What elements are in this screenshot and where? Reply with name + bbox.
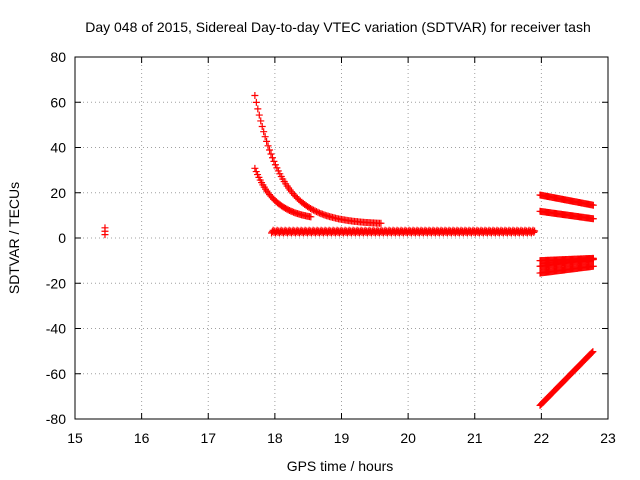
data-series bbox=[536, 191, 597, 209]
data-series bbox=[536, 207, 597, 223]
y-tick-label: -20 bbox=[46, 275, 66, 291]
data-points bbox=[101, 91, 597, 409]
axis-ticks: 15 16 17 18 19 20 21 22 23 -80 -60 -40 -20 0 20 40 60 80 bbox=[46, 49, 616, 446]
y-tick-label: -60 bbox=[46, 366, 66, 382]
data-point bbox=[257, 117, 265, 125]
data-point bbox=[589, 215, 597, 223]
data-point bbox=[252, 168, 260, 176]
data-point bbox=[531, 227, 539, 235]
data-series bbox=[536, 262, 597, 277]
data-point bbox=[268, 154, 276, 162]
data-series bbox=[536, 255, 597, 270]
data-point bbox=[271, 161, 279, 169]
data-point bbox=[377, 219, 385, 227]
x-axis-label: GPS time / hours bbox=[287, 458, 394, 474]
data-point bbox=[264, 142, 272, 150]
data-point bbox=[267, 150, 275, 158]
x-tick-label: 20 bbox=[400, 430, 416, 446]
y-tick-label: 60 bbox=[50, 94, 66, 110]
data-point bbox=[588, 348, 596, 356]
data-series bbox=[101, 224, 109, 239]
data-point bbox=[258, 122, 266, 130]
x-tick-label: 18 bbox=[267, 430, 283, 446]
data-point bbox=[589, 262, 597, 270]
data-point bbox=[251, 91, 259, 99]
data-point bbox=[307, 213, 315, 221]
data-point bbox=[252, 98, 260, 106]
data-point bbox=[251, 164, 259, 172]
x-tick-label: 15 bbox=[67, 430, 83, 446]
data-series bbox=[268, 226, 539, 237]
y-tick-label: -80 bbox=[46, 411, 66, 427]
data-point bbox=[101, 231, 109, 239]
x-tick-label: 23 bbox=[600, 430, 616, 446]
data-point bbox=[254, 105, 262, 113]
x-tick-label: 21 bbox=[467, 430, 483, 446]
y-tick-label: 20 bbox=[50, 185, 66, 201]
x-tick-label: 17 bbox=[200, 430, 216, 446]
data-point bbox=[589, 201, 597, 209]
y-axis-label: SDTVAR / TECUs bbox=[6, 182, 22, 294]
grid-lines bbox=[75, 57, 608, 419]
y-tick-label: 80 bbox=[50, 49, 66, 65]
x-tick-label: 22 bbox=[534, 430, 550, 446]
data-point bbox=[263, 137, 271, 145]
chart-title: Day 048 of 2015, Sidereal Day-to-day VTE… bbox=[85, 19, 591, 35]
data-point bbox=[589, 255, 597, 263]
y-tick-label: -40 bbox=[46, 321, 66, 337]
data-series bbox=[536, 348, 597, 409]
y-tick-label: 40 bbox=[50, 140, 66, 156]
data-point bbox=[589, 348, 597, 356]
data-point bbox=[273, 164, 281, 172]
data-series bbox=[251, 91, 385, 227]
x-tick-label: 19 bbox=[334, 430, 350, 446]
data-point bbox=[266, 146, 274, 154]
y-tick-label: 0 bbox=[58, 230, 66, 246]
data-point bbox=[270, 157, 278, 165]
x-tick-label: 16 bbox=[134, 430, 150, 446]
data-series bbox=[251, 164, 315, 221]
data-point bbox=[530, 228, 538, 236]
data-point bbox=[261, 133, 269, 141]
data-point bbox=[260, 128, 268, 136]
data-point bbox=[255, 111, 263, 119]
